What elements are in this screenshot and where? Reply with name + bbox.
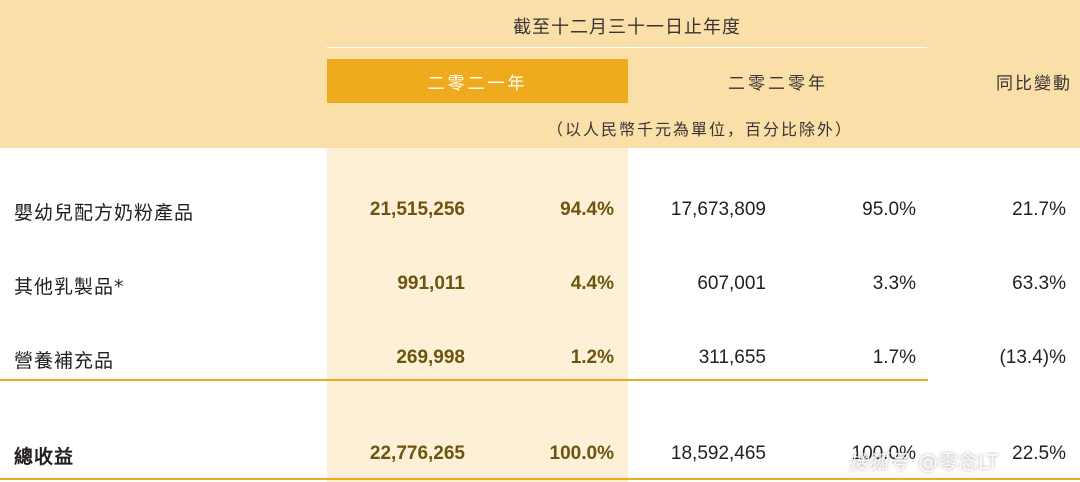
percent-2020: 1.7% (872, 347, 916, 368)
total-amount-2021: 22,776,265 (369, 443, 465, 464)
subtotal-divider (0, 379, 928, 381)
total-label: 總收益 (14, 446, 75, 468)
watermark-handle: @零念LT (918, 449, 999, 474)
row-label: 嬰幼兒配方奶粉產品 (14, 202, 195, 224)
period-divider (327, 47, 927, 48)
amount-2021: 991,011 (397, 273, 465, 294)
unit-note: （以人民幣千元為單位，百分比除外） (546, 120, 853, 139)
yoy-change: 63.3% (1012, 273, 1066, 294)
amount-2021: 21,515,256 (369, 199, 465, 220)
year-2021-header: 二零二一年 (327, 59, 628, 103)
amount-2021: 269,998 (396, 347, 465, 368)
amount-2020: 17,673,809 (670, 199, 766, 220)
year-2020-header: 二零二零年 (728, 73, 828, 94)
row-label: 營養補充品 (14, 350, 115, 372)
percent-2020: 3.3% (872, 273, 916, 294)
amount-2020: 607,001 (697, 273, 766, 294)
amount-2020: 311,655 (698, 347, 766, 368)
year-2021-highlight-column (327, 148, 628, 482)
total-divider (0, 478, 1080, 480)
watermark-brand: 搜狐号 (848, 449, 908, 474)
row-label: 其他乳製品* (14, 276, 125, 298)
period-title: 截至十二月三十一日止年度 (513, 17, 741, 38)
percent-2021: 1.2% (570, 347, 614, 368)
percent-2020: 95.0% (862, 199, 916, 220)
percent-2021: 94.4% (560, 199, 614, 220)
watermark: 搜狐号 @零念LT (848, 440, 1080, 480)
total-percent-2021: 100.0% (549, 443, 614, 464)
percent-2021: 4.4% (570, 273, 614, 294)
yoy-change-header: 同比變動 (996, 73, 1072, 94)
yoy-change: (13.4)% (999, 347, 1066, 368)
total-amount-2020: 18,592,465 (670, 443, 766, 464)
yoy-change: 21.7% (1012, 199, 1066, 220)
total-yoy-change: 22.5% (1012, 443, 1066, 464)
total-percent-2020: 100.0% (851, 443, 916, 464)
